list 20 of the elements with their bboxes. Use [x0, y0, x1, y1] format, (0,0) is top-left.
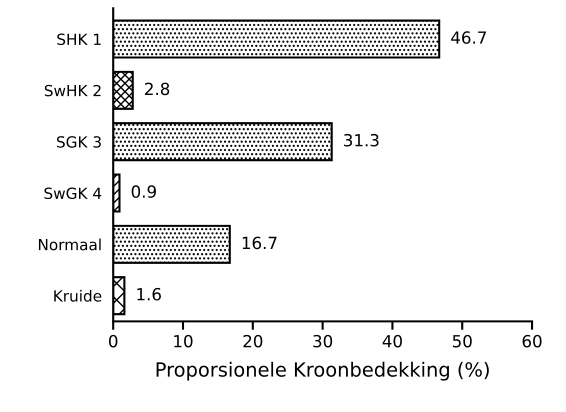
y-tick-label: Kruide: [54, 290, 102, 302]
x-tick-label: 60: [522, 334, 542, 348]
data-label: 0.9: [132, 185, 156, 198]
x-tick-label: 50: [452, 334, 472, 348]
x-tick-label: 30: [313, 334, 332, 348]
y-tick-label: SwHK 2: [44, 84, 101, 96]
data-label: 16.7: [242, 236, 277, 250]
x-tick-label: 40: [382, 334, 402, 348]
y-tick-label: Normaal: [38, 238, 101, 250]
y-tick-label: SHK 1: [57, 34, 101, 46]
data-label: 2.8: [145, 82, 170, 96]
x-tick-label: 0: [108, 334, 118, 348]
y-tick-label: SwGK 4: [44, 188, 102, 200]
x-axis-title: Proporsionele Kroonbedekking (%): [156, 362, 489, 381]
data-label: 1.6: [137, 288, 161, 301]
data-label: 31.3: [344, 134, 379, 147]
data-label: 46.7: [451, 31, 486, 44]
y-tick-label: SGK 3: [56, 136, 101, 148]
x-tick-label: 20: [243, 334, 262, 348]
x-tick-label: 10: [174, 334, 193, 348]
